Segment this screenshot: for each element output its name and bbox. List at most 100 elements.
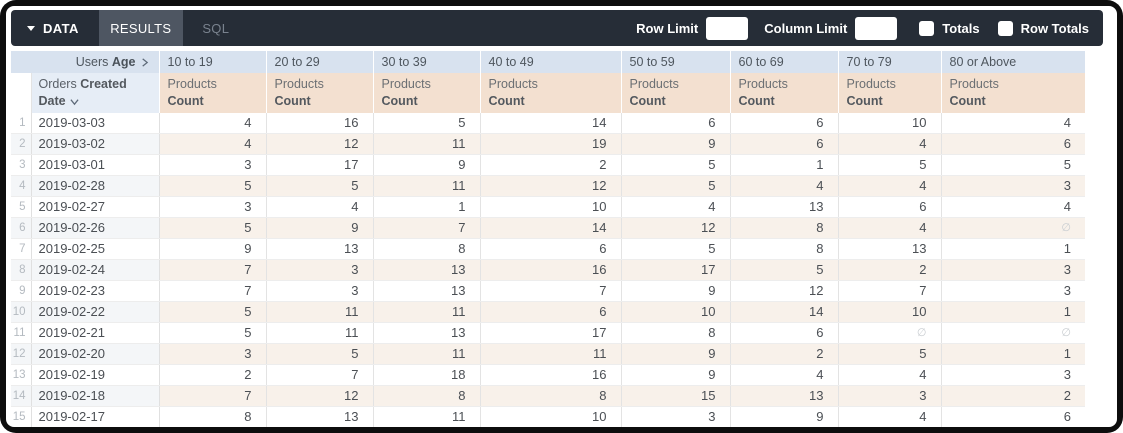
measure-header[interactable]: Products Count [158,73,267,113]
pivot-value-header[interactable]: 40 to 49 [479,51,622,73]
value-cell[interactable]: 1 [373,196,481,218]
value-cell[interactable]: 5 [159,322,267,344]
measure-header[interactable]: Products Count [479,73,622,113]
value-cell[interactable]: 7 [159,385,267,407]
value-cell[interactable]: 3 [266,259,374,281]
value-cell[interactable]: 5 [159,301,267,323]
value-cell[interactable]: 8 [480,385,622,407]
value-cell[interactable]: 5 [159,217,267,239]
value-cell[interactable]: 10 [480,406,622,427]
pivot-value-header[interactable]: 60 to 69 [729,51,839,73]
value-cell[interactable]: 17 [266,154,374,176]
value-cell[interactable]: 4 [838,217,942,239]
value-cell[interactable]: 14 [480,217,622,239]
value-cell[interactable]: 11 [266,322,374,344]
value-cell[interactable]: 13 [266,406,374,427]
date-cell[interactable]: 2019-02-20 [31,343,160,365]
pivot-value-header[interactable]: 30 to 39 [372,51,481,73]
pivot-value-header[interactable]: 50 to 59 [620,51,731,73]
value-cell[interactable]: 6 [730,322,839,344]
value-cell[interactable]: 1 [941,301,1085,323]
value-cell[interactable]: 11 [373,343,481,365]
value-cell[interactable]: 5 [159,175,267,197]
value-cell[interactable]: 6 [838,196,942,218]
value-cell[interactable]: 6 [730,133,839,155]
value-cell[interactable]: 3 [266,280,374,302]
date-cell[interactable]: 2019-03-03 [31,113,160,134]
value-cell[interactable]: 12 [266,385,374,407]
value-cell[interactable]: 7 [159,280,267,302]
date-cell[interactable]: 2019-02-27 [31,196,160,218]
value-cell[interactable]: 4 [159,113,267,134]
value-cell[interactable]: 3 [159,196,267,218]
value-cell[interactable]: 5 [266,175,374,197]
value-cell[interactable]: 11 [373,175,481,197]
value-cell[interactable]: 5 [941,154,1085,176]
value-cell[interactable]: 17 [621,259,731,281]
date-cell[interactable]: 2019-02-26 [31,217,160,239]
value-cell[interactable]: 12 [266,133,374,155]
value-cell[interactable]: 12 [621,217,731,239]
pivot-value-header[interactable]: 70 to 79 [837,51,942,73]
value-cell[interactable]: 5 [266,343,374,365]
value-cell[interactable]: 16 [266,113,374,134]
measure-header[interactable]: Products Count [837,73,942,113]
value-cell[interactable]: 4 [266,196,374,218]
value-cell[interactable]: 1 [730,154,839,176]
value-cell[interactable]: 5 [373,113,481,134]
null-value-cell[interactable]: ∅ [941,217,1085,239]
value-cell[interactable]: 3 [941,175,1085,197]
value-cell[interactable]: 1 [941,343,1085,365]
value-cell[interactable]: 9 [730,406,839,427]
value-cell[interactable]: 5 [621,238,731,260]
value-cell[interactable]: 10 [838,113,942,134]
value-cell[interactable]: 13 [373,280,481,302]
value-cell[interactable]: 4 [838,175,942,197]
date-cell[interactable]: 2019-02-19 [31,364,160,386]
date-cell[interactable]: 2019-02-18 [31,385,160,407]
value-cell[interactable]: 2 [838,259,942,281]
value-cell[interactable]: 13 [838,238,942,260]
value-cell[interactable]: 9 [621,343,731,365]
value-cell[interactable]: 9 [621,280,731,302]
value-cell[interactable]: 13 [266,238,374,260]
value-cell[interactable]: 13 [373,322,481,344]
value-cell[interactable]: 8 [730,238,839,260]
value-cell[interactable]: 18 [373,364,481,386]
value-cell[interactable]: 11 [373,133,481,155]
value-cell[interactable]: 10 [621,301,731,323]
measure-header[interactable]: Products Count [940,73,1085,113]
pivot-value-header[interactable]: 80 or Above [940,51,1085,73]
value-cell[interactable]: 5 [730,259,839,281]
value-cell[interactable]: 4 [838,133,942,155]
value-cell[interactable]: 2 [480,154,622,176]
date-cell[interactable]: 2019-03-02 [31,133,160,155]
value-cell[interactable]: 9 [373,154,481,176]
pivot-dimension-header[interactable]: Users Age [11,51,160,73]
measure-header[interactable]: Products Count [265,73,374,113]
value-cell[interactable]: 8 [621,322,731,344]
value-cell[interactable]: 6 [941,406,1085,427]
value-cell[interactable]: 8 [373,238,481,260]
measure-header[interactable]: Products Count [729,73,839,113]
value-cell[interactable]: 4 [838,406,942,427]
date-cell[interactable]: 2019-02-17 [31,406,160,427]
date-cell[interactable]: 2019-02-24 [31,259,160,281]
value-cell[interactable]: 7 [159,259,267,281]
value-cell[interactable]: 7 [480,280,622,302]
value-cell[interactable]: 16 [480,364,622,386]
value-cell[interactable]: 9 [621,364,731,386]
value-cell[interactable]: 8 [159,406,267,427]
value-cell[interactable]: 15 [621,385,731,407]
value-cell[interactable]: 19 [480,133,622,155]
column-limit-input[interactable] [855,16,898,40]
value-cell[interactable]: 9 [621,133,731,155]
value-cell[interactable]: 13 [373,259,481,281]
tab-results[interactable]: RESULTS [98,10,183,46]
measure-header[interactable]: Products Count [372,73,481,113]
value-cell[interactable]: 5 [838,154,942,176]
value-cell[interactable]: 12 [480,175,622,197]
value-cell[interactable]: 5 [838,343,942,365]
value-cell[interactable]: 6 [941,133,1085,155]
tab-sql[interactable]: SQL [183,10,249,46]
